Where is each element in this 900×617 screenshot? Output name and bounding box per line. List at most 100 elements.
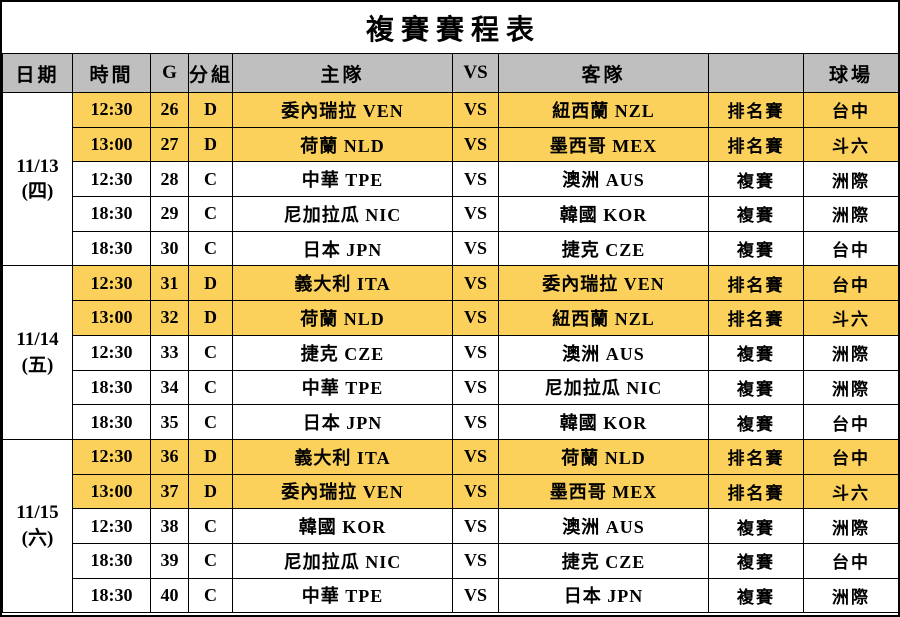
phase-cell: 排名賽 (708, 92, 804, 128)
schedule-table: 日期 時間 G 分組 主隊 VS 客隊 球場 11/13 (四) 12:30 26 D 委… (2, 53, 898, 614)
date-cell: 11/14 (五) (2, 265, 73, 440)
game-number-cell: 35 (150, 404, 189, 440)
venue-cell: 洲際 (803, 196, 898, 232)
home-team-cell: 中華 TPE (232, 577, 453, 614)
home-team-cell: 尼加拉瓜 NIC (232, 542, 453, 579)
time-cell: 12:30 (72, 161, 151, 198)
away-team-cell: 尼加拉瓜 NIC (498, 369, 709, 406)
venue-cell: 台中 (803, 542, 898, 579)
phase-cell: 排名賽 (708, 300, 804, 336)
away-team-cell: 委內瑞拉 VEN (498, 265, 709, 302)
time-cell: 18:30 (72, 369, 151, 406)
away-team-cell: 墨西哥 MEX (498, 126, 709, 163)
phase-cell: 排名賽 (708, 438, 804, 475)
game-number-cell: 28 (150, 161, 189, 198)
date-line1: 11/14 (16, 329, 59, 351)
away-team-cell: 澳洲 AUS (498, 334, 709, 371)
venue-cell: 斗六 (803, 300, 898, 336)
game-number-cell: 30 (150, 230, 189, 267)
group-cell: C (188, 542, 233, 579)
game-number-cell: 39 (150, 542, 189, 579)
date-line1: 11/15 (16, 502, 59, 524)
schedule-row: 18:30 35 C 日本 JPN VS 韓國 KOR 複賽 台中 (3, 404, 898, 440)
home-team-cell: 義大利 ITA (232, 265, 453, 302)
away-team-cell: 日本 JPN (498, 577, 709, 614)
vs-cell: VS (452, 265, 499, 302)
header-game: G (150, 53, 189, 93)
vs-cell: VS (452, 334, 499, 371)
time-cell: 13:00 (72, 126, 151, 163)
phase-cell: 複賽 (708, 577, 804, 614)
phase-cell: 複賽 (708, 508, 804, 544)
game-number-cell: 36 (150, 438, 189, 475)
time-cell: 18:30 (72, 196, 151, 232)
home-team-cell: 中華 TPE (232, 161, 453, 198)
venue-cell: 洲際 (803, 508, 898, 544)
schedule-row: 13:00 27 D 荷蘭 NLD VS 墨西哥 MEX 排名賽 斗六 (3, 126, 898, 163)
home-team-cell: 中華 TPE (232, 369, 453, 406)
header-row: 日期 時間 G 分組 主隊 VS 客隊 球場 (2, 53, 898, 93)
schedule-row: 18:30 40 C 中華 TPE VS 日本 JPN 複賽 洲際 (3, 577, 898, 614)
game-number-cell: 37 (150, 473, 189, 510)
vs-cell: VS (452, 404, 499, 440)
group-cell: D (188, 126, 233, 163)
time-cell: 12:30 (72, 265, 151, 302)
vs-cell: VS (452, 542, 499, 579)
header-away-team: 客隊 (498, 53, 709, 93)
venue-cell: 斗六 (803, 473, 898, 510)
phase-cell: 複賽 (708, 161, 804, 198)
header-date: 日期 (2, 53, 73, 93)
home-team-cell: 捷克 CZE (232, 334, 453, 371)
schedule-row: 11/15 (六) 12:30 36 D 義大利 ITA VS 荷蘭 NLD 排名賽 台中 (2, 438, 898, 614)
home-team-cell: 荷蘭 NLD (232, 126, 453, 163)
schedule-row: 11/13 (四) 12:30 26 D 委內瑞拉 VEN VS 紐西蘭 NZL 排名賽 台中 (2, 91, 898, 267)
group-cell: D (188, 473, 233, 510)
venue-cell: 台中 (803, 438, 898, 475)
schedule-row: 12:30 28 C 中華 TPE VS 澳洲 AUS 複賽 洲際 (3, 161, 898, 198)
group-cell: D (188, 265, 233, 302)
away-team-cell: 捷克 CZE (498, 230, 709, 267)
time-cell: 18:30 (72, 577, 151, 614)
phase-cell: 複賽 (708, 196, 804, 232)
schedule-row: 11/14 (五) 12:30 31 D 義大利 ITA VS 委內瑞拉 VEN 排名賽 台中 (2, 265, 898, 440)
phase-cell: 排名賽 (708, 126, 804, 163)
schedule-row: 18:30 30 C 日本 JPN VS 捷克 CZE 複賽 台中 (3, 230, 898, 267)
vs-cell: VS (452, 369, 499, 406)
schedule-row: 12:30 33 C 捷克 CZE VS 澳洲 AUS 複賽 洲際 (3, 334, 898, 371)
home-team-cell: 委內瑞拉 VEN (232, 473, 453, 510)
home-team-cell: 尼加拉瓜 NIC (232, 196, 453, 232)
vs-cell: VS (452, 438, 499, 475)
group-cell: C (188, 577, 233, 614)
group-cell: C (188, 230, 233, 267)
vs-cell: VS (452, 300, 499, 336)
group-cell: C (188, 508, 233, 544)
home-team-cell: 義大利 ITA (232, 438, 453, 475)
group-cell: D (188, 438, 233, 475)
header-venue: 球場 (803, 53, 898, 93)
vs-cell: VS (452, 92, 499, 128)
phase-cell: 複賽 (708, 334, 804, 371)
away-team-cell: 韓國 KOR (498, 196, 709, 232)
away-team-cell: 墨西哥 MEX (498, 473, 709, 510)
date-line2: (四) (21, 181, 54, 203)
time-cell: 12:30 (72, 438, 151, 475)
game-number-cell: 31 (150, 265, 189, 302)
schedule-row: 12:30 38 C 韓國 KOR VS 澳洲 AUS 複賽 洲際 (3, 508, 898, 544)
venue-cell: 台中 (803, 230, 898, 267)
time-cell: 12:30 (72, 92, 151, 128)
phase-cell: 排名賽 (708, 265, 804, 302)
schedule-row: 13:00 32 D 荷蘭 NLD VS 紐西蘭 NZL 排名賽 斗六 (3, 300, 898, 336)
phase-cell: 排名賽 (708, 473, 804, 510)
group-cell: C (188, 161, 233, 198)
away-team-cell: 捷克 CZE (498, 542, 709, 579)
venue-cell: 台中 (803, 404, 898, 440)
group-cell: C (188, 334, 233, 371)
phase-cell: 複賽 (708, 404, 804, 440)
time-cell: 13:00 (72, 473, 151, 510)
away-team-cell: 荷蘭 NLD (498, 438, 709, 475)
vs-cell: VS (452, 230, 499, 267)
vs-cell: VS (452, 161, 499, 198)
time-cell: 12:30 (72, 334, 151, 371)
away-team-cell: 澳洲 AUS (498, 508, 709, 544)
